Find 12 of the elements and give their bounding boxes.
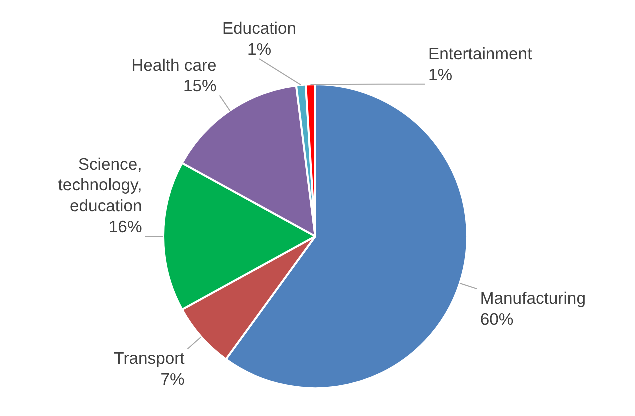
slice-label: Education xyxy=(222,19,297,38)
data-label: 60% xyxy=(480,310,514,330)
data-label: 15% xyxy=(183,76,217,96)
data-label: 16% xyxy=(108,218,142,236)
slice-label: Manufacturing xyxy=(480,289,586,308)
slice-label: Transport xyxy=(114,349,186,368)
data-label: 1% xyxy=(247,40,272,60)
slice-label: Health care xyxy=(132,56,217,75)
data-label: 1% xyxy=(428,65,453,84)
slice-label: Science, technology, education xyxy=(58,154,142,216)
data-label: 7% xyxy=(160,370,185,389)
slice-label: Entertainment xyxy=(428,44,533,64)
